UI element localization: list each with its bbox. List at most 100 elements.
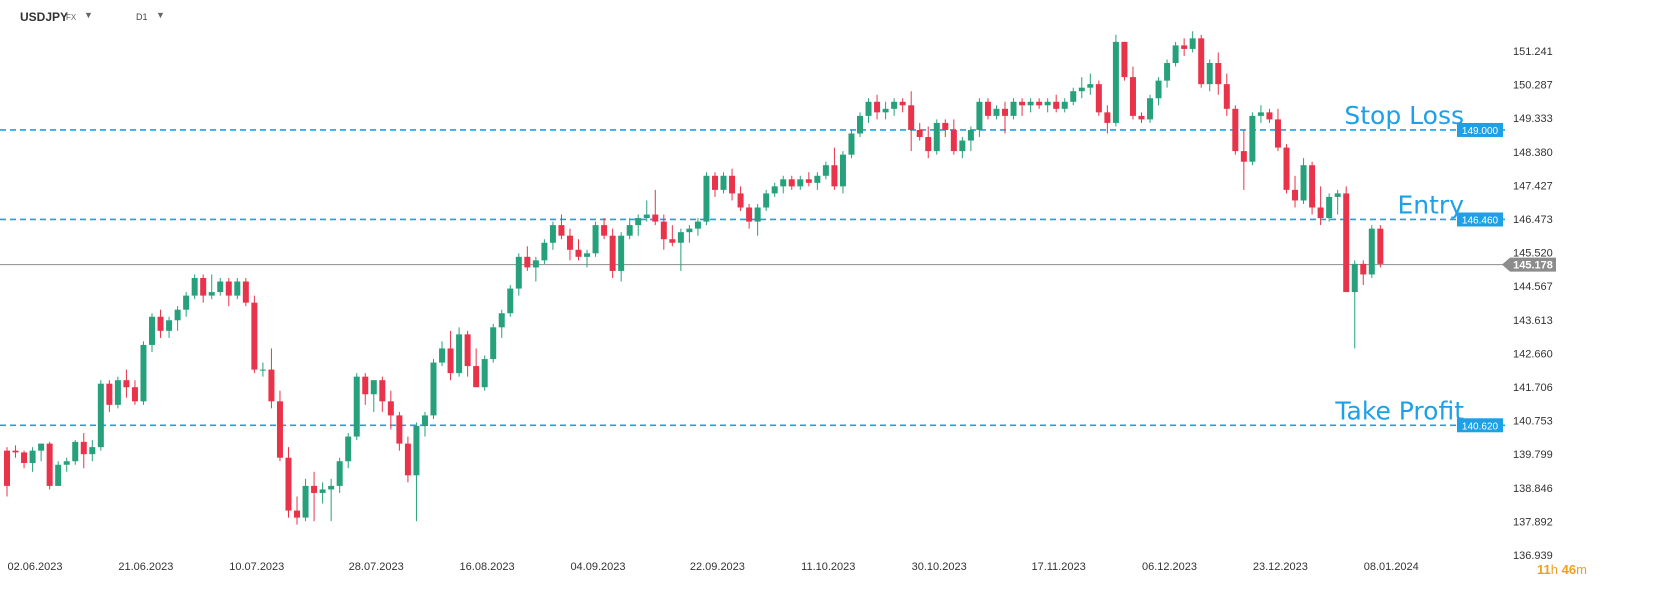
candle-body: [311, 485, 318, 493]
candle-body: [1377, 228, 1384, 264]
candle-body: [507, 288, 514, 314]
candle-body: [302, 485, 309, 518]
candle-body: [63, 461, 70, 465]
candle-body: [993, 108, 1000, 116]
candle-body: [149, 316, 156, 345]
candle-body: [200, 277, 207, 296]
candle-body: [584, 253, 591, 257]
candle-body: [1036, 101, 1043, 106]
candle-body: [626, 225, 633, 236]
price-tick-label: 144.567: [1513, 281, 1553, 293]
candle-body: [814, 175, 821, 183]
candle-body: [831, 165, 838, 187]
candle-body: [421, 415, 428, 426]
candle-body: [1010, 101, 1017, 116]
level-name-2: Take Profit: [1334, 396, 1464, 425]
countdown-hours: 11: [1537, 562, 1551, 577]
candle-body: [711, 175, 718, 190]
candle-body: [4, 450, 10, 486]
price-tick-label: 141.706: [1513, 382, 1553, 394]
candle-body: [123, 380, 130, 388]
candle-body: [805, 179, 812, 183]
candle-body: [618, 235, 625, 271]
candle-body: [865, 101, 872, 116]
candle-body: [703, 175, 710, 222]
level-name-1: Entry: [1397, 190, 1464, 219]
date-tick-label: 02.06.2023: [7, 561, 62, 573]
candle-body: [839, 154, 846, 187]
candle-body: [1317, 207, 1324, 219]
candle-body: [328, 485, 335, 490]
candle-body: [1053, 101, 1060, 109]
candle-body: [635, 218, 642, 226]
level-name-0: Stop Loss: [1344, 101, 1464, 130]
candle-body: [114, 380, 121, 405]
candle-body: [566, 235, 573, 250]
candle-body: [942, 122, 949, 130]
candle-body: [353, 376, 360, 437]
candle-body: [191, 277, 198, 296]
candle-body: [1215, 63, 1222, 85]
level-price-label-1: 146.460: [1462, 215, 1499, 226]
candle-body: [1249, 115, 1256, 162]
countdown-minutes: 46: [1561, 562, 1577, 577]
candle-body: [652, 214, 659, 222]
date-tick-label: 10.07.2023: [229, 561, 284, 573]
candle-body: [524, 256, 531, 268]
candle-body: [430, 362, 437, 416]
timeframe-dropdown-chevron-icon[interactable]: ▼: [156, 10, 165, 20]
candle-body: [771, 186, 778, 194]
candle-body: [106, 383, 113, 405]
candle-body: [285, 457, 292, 511]
candle-body: [276, 401, 283, 458]
timeframe-label[interactable]: D1: [136, 12, 148, 22]
symbol-label[interactable]: USDJPY: [20, 10, 69, 24]
candle-body: [1334, 193, 1341, 197]
candle-body: [857, 115, 863, 134]
price-tick-label: 143.613: [1513, 315, 1553, 327]
candle-body: [729, 175, 736, 194]
candle-body: [336, 461, 343, 486]
current-price-label: 145.178: [1513, 260, 1553, 272]
candle-body: [1232, 108, 1239, 152]
candle-body: [439, 348, 446, 363]
candle-body: [1181, 45, 1188, 49]
candle-body: [1198, 38, 1205, 85]
date-axis: 02.06.2023 21.06.2023 10.07.2023 28.07.2023…: [7, 561, 1418, 573]
candle-body: [737, 193, 744, 208]
price-tick-label: 146.473: [1513, 214, 1553, 226]
candle-body: [1206, 63, 1213, 85]
date-tick-label: 08.01.2024: [1364, 561, 1419, 573]
candle-body: [1164, 63, 1171, 81]
candle-body: [874, 101, 881, 113]
candle-body: [788, 179, 795, 187]
date-tick-label: 11.10.2023: [801, 561, 855, 573]
current-price-tag: [1502, 257, 1556, 272]
candle-body: [746, 207, 753, 222]
candle-body: [174, 309, 181, 321]
candle-body: [1266, 112, 1273, 120]
date-tick-label: 22.09.2023: [690, 561, 745, 573]
candle-body: [1300, 165, 1307, 201]
candle-body: [1223, 84, 1230, 109]
candle-body: [1351, 263, 1358, 293]
candle-body: [984, 101, 991, 116]
candle-body: [498, 313, 505, 328]
candle-body: [166, 320, 173, 331]
price-tick-label: 149.333: [1513, 113, 1553, 125]
price-tick-label: 142.660: [1513, 348, 1553, 360]
candle-body: [97, 383, 104, 448]
candle-body: [1087, 84, 1094, 88]
candle-body: [669, 239, 676, 243]
candle-body: [225, 281, 232, 296]
candle-body: [319, 489, 326, 493]
candle-body: [1129, 77, 1136, 116]
candle-body: [259, 369, 266, 371]
candle-body: [660, 221, 667, 240]
level-tag-0: [1457, 122, 1503, 137]
candle-body: [1274, 119, 1281, 148]
symbol-dropdown-chevron-icon[interactable]: ▼: [84, 10, 93, 20]
candle-body: [643, 214, 650, 219]
candle-body: [1112, 41, 1119, 123]
